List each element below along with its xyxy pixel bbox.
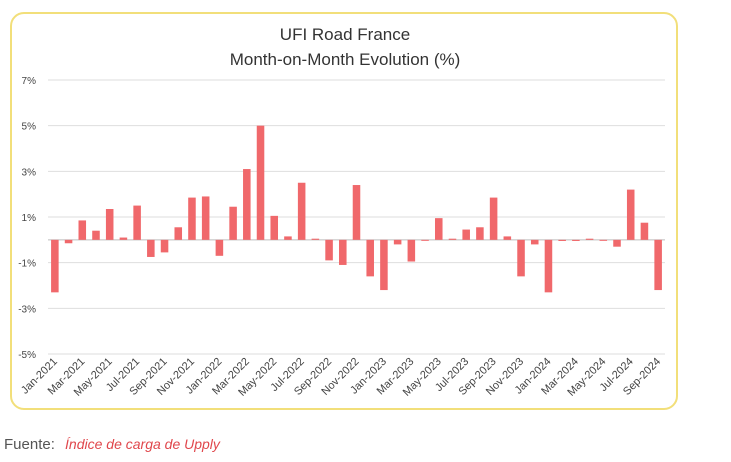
bar [339, 239, 347, 265]
bar [160, 239, 169, 253]
bar [297, 182, 306, 240]
bar [92, 230, 100, 240]
bar [147, 239, 155, 257]
bar [51, 239, 59, 293]
bar [517, 239, 525, 277]
bar [188, 197, 196, 240]
bar [599, 239, 608, 241]
bar [654, 239, 662, 291]
bar [585, 238, 594, 240]
bar [421, 239, 429, 241]
y-tick-label: 5% [22, 122, 37, 133]
bar [311, 238, 320, 240]
bar [380, 239, 388, 291]
chart-card [10, 12, 678, 410]
chart-title: UFI Road France [279, 25, 411, 44]
bar [434, 218, 443, 240]
bar [613, 239, 621, 247]
bar [325, 239, 333, 261]
bar [243, 169, 251, 240]
bar [393, 239, 402, 245]
bar [256, 125, 265, 240]
bar [489, 197, 498, 240]
bar [503, 236, 512, 240]
bar [626, 189, 635, 240]
bar [530, 239, 539, 245]
bar [352, 185, 361, 240]
bar [215, 239, 224, 256]
bar [366, 239, 374, 277]
y-tick-label: 7% [22, 76, 37, 87]
bar [229, 206, 237, 240]
bar [201, 196, 210, 240]
bar [284, 236, 292, 240]
chart-subtitle: Month-on-Month Evolution (%) [229, 50, 461, 69]
y-tick-label: -1% [18, 259, 36, 270]
y-tick-label: -3% [18, 304, 36, 315]
bar [448, 238, 457, 240]
y-tick-label: -5% [18, 350, 36, 361]
bar [462, 229, 470, 240]
y-tick-label: 1% [22, 213, 37, 224]
bar [133, 205, 141, 240]
bar [476, 227, 484, 240]
bar [572, 239, 580, 241]
y-tick-label: 3% [22, 167, 37, 178]
bar [119, 237, 128, 240]
bar [64, 239, 73, 244]
bar [544, 239, 553, 293]
bar [407, 239, 416, 262]
bar [270, 215, 279, 240]
bar [640, 222, 649, 240]
bar [78, 220, 87, 240]
source-line: Fuente: Índice de carga de Upply [4, 436, 220, 453]
bar [174, 227, 183, 240]
bar [558, 239, 566, 241]
source-link[interactable]: Índice de carga de Upply [65, 436, 220, 452]
source-label: Fuente: [4, 436, 55, 453]
bar [105, 209, 114, 240]
